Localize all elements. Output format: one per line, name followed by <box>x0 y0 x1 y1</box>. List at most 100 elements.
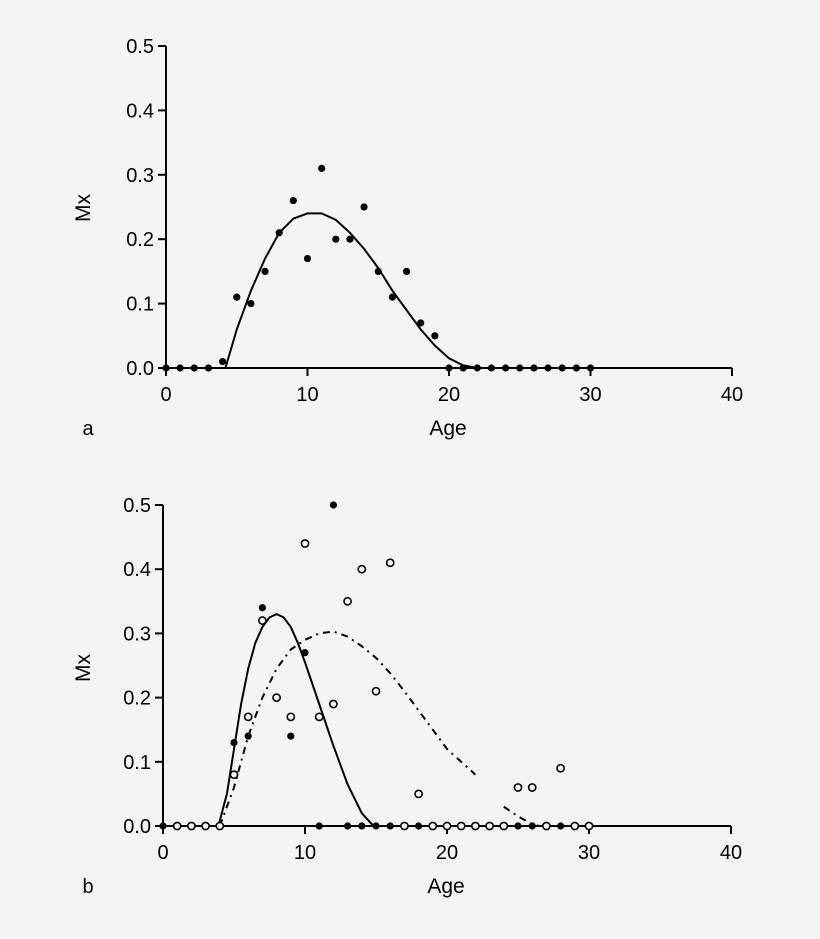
data-point-filled <box>572 364 580 372</box>
data-point-open <box>399 821 409 831</box>
data-point-filled <box>162 364 170 372</box>
chart-panel-a: 0.0 0.1 0.2 0.3 0.4 0.5 0 10 20 30 40 Age Mx a <box>72 36 743 440</box>
y-tick-label: 0.4 <box>123 559 151 581</box>
data-point-filled <box>502 364 510 372</box>
data-point-filled <box>219 357 227 366</box>
data-point-filled <box>244 732 252 740</box>
y-tick-label: 0.0 <box>123 816 151 838</box>
data-point-filled <box>344 822 352 830</box>
data-point-filled <box>360 203 368 211</box>
data-point-open <box>385 558 395 568</box>
y-tick-label: 0.5 <box>126 36 154 58</box>
data-point-filled <box>530 364 538 372</box>
data-point-filled <box>176 364 184 372</box>
y-tick-label: 0.1 <box>123 752 151 774</box>
y-tick-label: 0.3 <box>126 165 154 187</box>
data-point-open <box>428 821 438 831</box>
fit-curve-solid-1 <box>224 212 478 369</box>
data-point-filled <box>459 364 467 372</box>
data-point-open <box>442 821 452 831</box>
data-point-open <box>215 821 225 831</box>
data-point-filled <box>445 364 453 372</box>
data-point-open <box>570 821 580 831</box>
fit-curve-solid-1 <box>217 612 377 827</box>
data-point-filled <box>204 364 213 372</box>
data-point-filled <box>528 822 536 830</box>
data-point-filled <box>287 732 295 740</box>
y-tick-label: 0.2 <box>123 688 151 710</box>
data-point-filled <box>346 235 354 243</box>
y-tick-label: 0.5 <box>123 495 151 517</box>
x-tick-label: 20 <box>438 384 460 406</box>
data-point-filled <box>415 822 423 830</box>
data-point-open <box>470 821 480 831</box>
data-point-filled <box>159 822 167 830</box>
data-point-open <box>584 821 594 831</box>
data-point-filled <box>558 364 566 372</box>
data-point-open <box>343 596 352 606</box>
x-tick-label: 0 <box>157 842 168 864</box>
data-point-filled <box>402 267 411 275</box>
data-point-open <box>328 699 338 709</box>
data-point-filled <box>315 822 323 830</box>
data-point-open <box>186 821 196 831</box>
data-point-filled <box>332 235 340 243</box>
x-tick-label: 20 <box>436 842 458 864</box>
data-point-open <box>201 821 210 831</box>
data-point-open <box>556 763 565 773</box>
y-axis-title: Mx <box>72 194 95 222</box>
x-tick-label: 40 <box>721 384 743 406</box>
x-tick-label: 40 <box>720 842 742 864</box>
y-tick-label: 0.2 <box>126 229 154 251</box>
panel-label: b <box>82 876 93 898</box>
data-point-filled <box>417 319 425 327</box>
chart-panel-b: 0.0 0.1 0.2 0.3 0.4 0.5 0 10 20 30 40 Age Mx b <box>72 495 742 898</box>
data-point-open <box>414 789 423 799</box>
x-tick-label: 0 <box>160 384 171 406</box>
data-point-filled <box>388 293 396 301</box>
data-point-filled <box>261 267 269 275</box>
data-point-filled <box>473 364 481 372</box>
data-point-open <box>229 770 239 780</box>
data-point-filled <box>258 604 266 612</box>
x-tick-label: 10 <box>296 384 318 406</box>
data-point-filled <box>374 267 382 275</box>
data-point-open <box>527 783 537 792</box>
data-point-open <box>286 712 296 722</box>
data-point-open <box>513 783 523 792</box>
data-point-filled <box>318 164 326 172</box>
data-point-open <box>485 821 494 831</box>
data-point-filled <box>516 364 524 372</box>
data-point-filled <box>358 822 366 830</box>
data-point-open <box>272 693 281 702</box>
x-axis-title: Age <box>429 417 466 440</box>
data-point-open <box>357 564 367 574</box>
x-tick-label: 10 <box>294 842 316 864</box>
fit-curve-dash-dot-3 <box>503 805 540 827</box>
y-tick-label: 0.3 <box>123 623 151 645</box>
data-point-filled <box>586 364 595 372</box>
fit-curve-dash-dot-2 <box>218 630 477 827</box>
y-tick-label: 0.1 <box>126 294 154 316</box>
data-point-filled <box>230 738 238 747</box>
y-tick-label: 0.4 <box>126 100 154 122</box>
data-point-open <box>371 686 381 696</box>
data-point-filled <box>301 649 309 657</box>
y-tick-label: 0.0 <box>126 358 154 380</box>
data-point-open <box>257 616 267 625</box>
data-point-open <box>243 712 253 722</box>
data-point-open <box>300 539 310 548</box>
data-point-filled <box>289 196 297 205</box>
data-point-filled <box>487 364 496 372</box>
data-point-open <box>172 821 182 831</box>
data-point-filled <box>275 229 283 237</box>
data-point-filled <box>329 501 337 509</box>
data-point-filled <box>247 300 255 308</box>
panel-label: a <box>82 418 94 440</box>
x-tick-label: 30 <box>579 384 601 406</box>
data-point-filled <box>190 364 198 372</box>
data-point-filled <box>233 293 241 301</box>
data-point-open <box>456 821 466 831</box>
data-point-open <box>542 821 551 831</box>
